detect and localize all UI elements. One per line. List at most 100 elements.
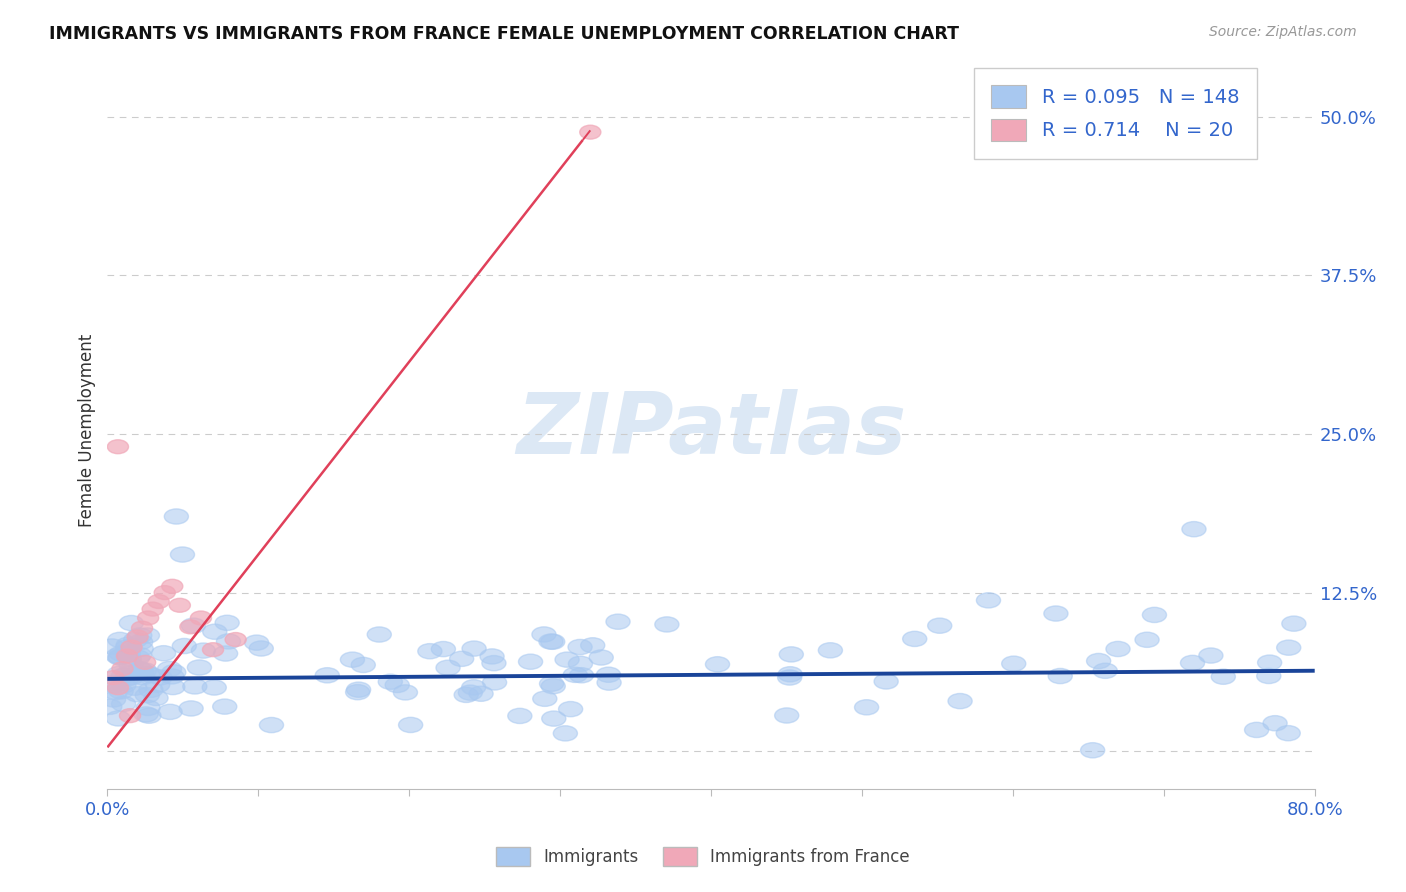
Ellipse shape — [101, 678, 125, 693]
Ellipse shape — [180, 620, 201, 634]
Ellipse shape — [165, 508, 188, 524]
Ellipse shape — [124, 632, 148, 648]
Ellipse shape — [117, 666, 141, 681]
Ellipse shape — [157, 661, 181, 677]
Ellipse shape — [470, 686, 494, 701]
Ellipse shape — [202, 680, 226, 695]
Ellipse shape — [655, 617, 679, 632]
Ellipse shape — [111, 697, 135, 712]
Ellipse shape — [115, 640, 139, 655]
Ellipse shape — [1043, 606, 1069, 621]
Ellipse shape — [540, 676, 564, 691]
Ellipse shape — [538, 634, 562, 649]
Ellipse shape — [160, 680, 186, 695]
Ellipse shape — [136, 700, 160, 715]
Ellipse shape — [346, 684, 370, 699]
Ellipse shape — [125, 650, 149, 665]
Ellipse shape — [212, 699, 236, 714]
Ellipse shape — [217, 634, 240, 649]
Ellipse shape — [378, 674, 402, 690]
Ellipse shape — [225, 632, 246, 647]
Ellipse shape — [134, 706, 157, 722]
Ellipse shape — [1282, 616, 1306, 632]
Ellipse shape — [555, 652, 579, 667]
Ellipse shape — [1094, 663, 1118, 679]
Ellipse shape — [162, 579, 183, 593]
Ellipse shape — [1047, 668, 1073, 683]
Ellipse shape — [169, 599, 190, 612]
Ellipse shape — [132, 621, 153, 635]
Ellipse shape — [155, 586, 176, 599]
Ellipse shape — [117, 651, 142, 666]
Ellipse shape — [533, 691, 557, 706]
Ellipse shape — [436, 660, 460, 675]
Ellipse shape — [903, 632, 927, 647]
Ellipse shape — [215, 615, 239, 631]
Ellipse shape — [1277, 725, 1301, 740]
Ellipse shape — [260, 717, 284, 732]
Ellipse shape — [105, 648, 129, 664]
Ellipse shape — [568, 640, 592, 655]
Ellipse shape — [367, 627, 391, 642]
Ellipse shape — [249, 640, 273, 657]
Ellipse shape — [187, 660, 211, 675]
Ellipse shape — [1277, 640, 1301, 656]
Ellipse shape — [139, 682, 163, 698]
Ellipse shape — [135, 656, 156, 669]
Ellipse shape — [245, 635, 269, 650]
Ellipse shape — [170, 547, 194, 562]
Ellipse shape — [181, 618, 205, 633]
Ellipse shape — [541, 634, 565, 649]
Ellipse shape — [148, 670, 173, 685]
Ellipse shape — [120, 669, 143, 685]
Ellipse shape — [127, 630, 148, 644]
Ellipse shape — [1257, 655, 1282, 670]
Ellipse shape — [110, 684, 134, 699]
Ellipse shape — [340, 652, 364, 667]
Ellipse shape — [117, 637, 141, 652]
Ellipse shape — [103, 671, 124, 684]
Ellipse shape — [202, 624, 226, 640]
Ellipse shape — [108, 632, 132, 648]
Ellipse shape — [121, 640, 142, 654]
Ellipse shape — [606, 614, 630, 629]
Ellipse shape — [135, 628, 159, 643]
Ellipse shape — [454, 687, 478, 703]
Ellipse shape — [146, 677, 170, 692]
Ellipse shape — [97, 699, 122, 714]
Ellipse shape — [706, 657, 730, 672]
Ellipse shape — [190, 611, 211, 625]
Ellipse shape — [928, 618, 952, 633]
Ellipse shape — [541, 711, 565, 726]
Ellipse shape — [138, 611, 159, 625]
Ellipse shape — [482, 675, 506, 690]
Ellipse shape — [1135, 632, 1159, 648]
Ellipse shape — [148, 594, 169, 608]
Ellipse shape — [1142, 607, 1167, 623]
Ellipse shape — [135, 688, 159, 703]
Y-axis label: Female Unemployment: Female Unemployment — [79, 334, 96, 527]
Ellipse shape — [132, 663, 156, 678]
Ellipse shape — [579, 125, 600, 139]
Ellipse shape — [135, 666, 159, 681]
Ellipse shape — [394, 685, 418, 700]
Ellipse shape — [315, 668, 339, 683]
Ellipse shape — [463, 641, 486, 657]
Ellipse shape — [564, 667, 588, 682]
Ellipse shape — [818, 643, 842, 658]
Legend: R = 0.095   N = 148, R = 0.714    N = 20: R = 0.095 N = 148, R = 0.714 N = 20 — [973, 68, 1257, 159]
Ellipse shape — [202, 643, 224, 657]
Ellipse shape — [352, 657, 375, 673]
Ellipse shape — [855, 699, 879, 714]
Ellipse shape — [107, 711, 131, 726]
Ellipse shape — [461, 680, 485, 695]
Ellipse shape — [125, 687, 149, 702]
Ellipse shape — [120, 708, 141, 723]
Ellipse shape — [131, 670, 155, 685]
Ellipse shape — [173, 639, 197, 654]
Ellipse shape — [191, 643, 215, 658]
Ellipse shape — [183, 679, 207, 694]
Ellipse shape — [1181, 656, 1205, 671]
Ellipse shape — [569, 667, 593, 683]
Ellipse shape — [128, 634, 153, 649]
